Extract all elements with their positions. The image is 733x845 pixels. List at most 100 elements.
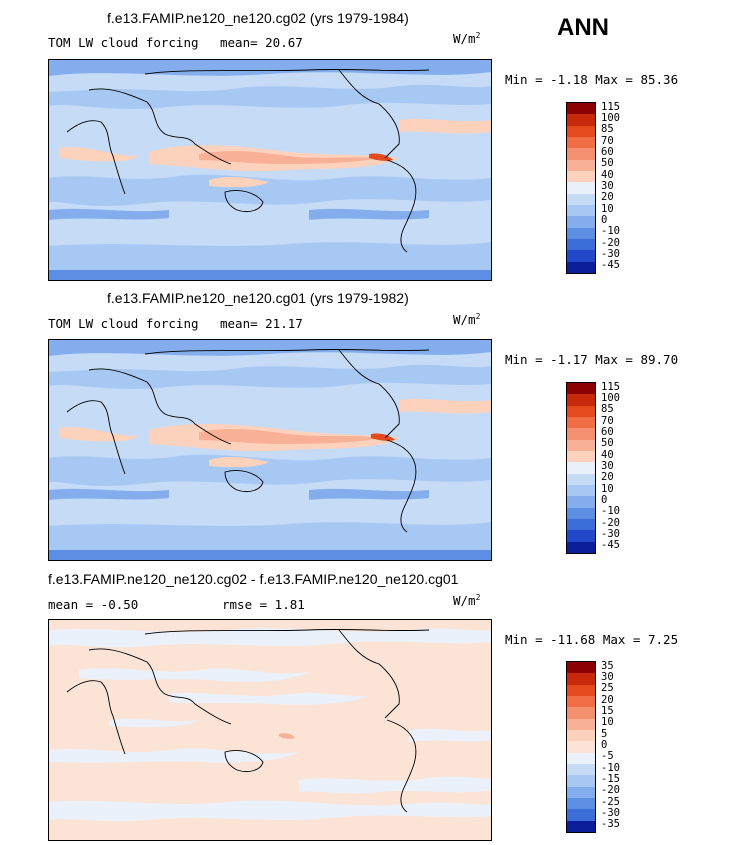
colorbar-swatch <box>567 394 595 406</box>
colorbar-swatch <box>567 170 595 183</box>
colorbar-label: 85 <box>601 123 614 136</box>
colorbar-label: -35 <box>601 818 620 831</box>
colorbar-label: -5 <box>601 750 614 763</box>
colorbar-swatch <box>567 684 595 696</box>
colorbar-swatch <box>567 148 595 160</box>
panel-1-title: f.e13.FAMIP.ne120_ne120.cg02 (yrs 1979-1… <box>107 10 409 26</box>
panel-1-minmax: Min = -1.18 Max = 85.36 <box>505 72 679 87</box>
colorbar-label: 85 <box>601 403 614 416</box>
colorbar-swatch <box>567 439 595 451</box>
colorbar-swatch <box>567 462 595 474</box>
panel-2-colorbar <box>566 382 596 554</box>
panel-3-map-svg <box>49 620 491 840</box>
colorbar-label: 20 <box>601 693 614 706</box>
colorbar-label: 40 <box>601 448 614 461</box>
colorbar-swatch <box>567 182 595 194</box>
colorbar-swatch <box>567 695 595 708</box>
colorbar-label: -20 <box>601 236 620 249</box>
colorbar-swatch <box>567 193 595 205</box>
colorbar-label: -30 <box>601 248 620 260</box>
colorbar-swatch <box>567 530 595 542</box>
colorbar-label: 40 <box>601 168 614 181</box>
colorbar-swatch <box>567 125 595 137</box>
colorbar-label: 30 <box>601 460 614 472</box>
colorbar-swatch <box>567 238 595 251</box>
colorbar-label: 30 <box>601 180 614 192</box>
colorbar-label: -30 <box>601 807 620 819</box>
colorbar-swatch <box>567 809 595 821</box>
colorbar-label: 100 <box>601 392 620 404</box>
colorbar-swatch <box>567 763 595 776</box>
colorbar-swatch <box>567 741 595 753</box>
colorbar-label: -15 <box>601 773 620 785</box>
panel-2-subtitle: TOM LW cloud forcing <box>48 316 199 331</box>
panel-1-units: W/m2 <box>453 31 481 47</box>
colorbar-swatch <box>567 405 595 417</box>
colorbar-swatch <box>567 473 595 485</box>
colorbar-label: -25 <box>601 795 620 808</box>
colorbar-label: -10 <box>601 505 620 518</box>
colorbar-label: 0 <box>601 214 608 226</box>
colorbar-label: 60 <box>601 146 614 158</box>
panel-3-mean: mean = -0.50 <box>48 597 139 612</box>
panel-1-colorbar <box>566 102 596 274</box>
colorbar-label: 115 <box>601 100 620 113</box>
colorbar-swatch <box>567 820 595 832</box>
colorbar-swatch <box>567 450 595 463</box>
season-label: ANN <box>557 14 609 41</box>
colorbar-swatch <box>567 786 595 798</box>
colorbar-swatch <box>567 518 595 531</box>
colorbar-label: 50 <box>601 157 614 170</box>
colorbar-swatch <box>567 136 595 149</box>
panel-2-units: W/m2 <box>453 312 481 328</box>
panel-3-minmax: Min = -11.68 Max = 7.25 <box>505 632 679 647</box>
colorbar-swatch <box>567 662 595 674</box>
panel-2-map <box>48 339 492 561</box>
panel-1-map <box>48 59 492 281</box>
colorbar-swatch <box>567 216 595 228</box>
colorbar-label: -10 <box>601 225 620 238</box>
panel-2-title: f.e13.FAMIP.ne120_ne120.cg01 (yrs 1979-1… <box>107 290 409 306</box>
colorbar-swatch <box>567 114 595 126</box>
colorbar-swatch <box>567 416 595 429</box>
colorbar-swatch <box>567 797 595 810</box>
colorbar-swatch <box>567 204 595 217</box>
colorbar-label: 10 <box>601 482 614 495</box>
panel-3-title: f.e13.FAMIP.ne120_ne120.cg02 - f.e13.FAM… <box>48 571 459 587</box>
panel-1-mean: mean= 20.67 <box>220 35 303 50</box>
colorbar-label: -10 <box>601 761 620 774</box>
panel-2-mean: mean= 21.17 <box>220 316 303 331</box>
colorbar-label: 70 <box>601 414 614 427</box>
panel-3-units: W/m2 <box>453 593 481 609</box>
colorbar-label: 0 <box>601 494 608 506</box>
panel-3-map <box>48 619 492 841</box>
panel-2-minmax: Min = -1.17 Max = 89.70 <box>505 352 679 367</box>
colorbar-label: 0 <box>601 739 608 751</box>
colorbar-label: 115 <box>601 380 620 393</box>
panel-1-map-svg <box>49 60 491 280</box>
colorbar-swatch <box>567 428 595 440</box>
colorbar-swatch <box>567 718 595 730</box>
colorbar-swatch <box>567 103 595 115</box>
colorbar-swatch <box>567 673 595 685</box>
colorbar-label: 10 <box>601 716 614 729</box>
colorbar-label: 15 <box>601 705 614 717</box>
panel-2-map-svg <box>49 340 491 560</box>
colorbar-swatch <box>567 707 595 719</box>
colorbar-label: 35 <box>601 659 614 672</box>
colorbar-swatch <box>567 729 595 742</box>
colorbar-label: -45 <box>601 539 620 552</box>
colorbar-label: 25 <box>601 682 614 695</box>
colorbar-label: -45 <box>601 259 620 272</box>
colorbar-label: 5 <box>601 727 608 740</box>
colorbar-swatch <box>567 484 595 497</box>
colorbar-label: -20 <box>601 516 620 529</box>
panel-1-subtitle: TOM LW cloud forcing <box>48 35 199 50</box>
colorbar-swatch <box>567 775 595 787</box>
colorbar-swatch <box>567 496 595 508</box>
colorbar-label: -20 <box>601 784 620 797</box>
colorbar-swatch <box>567 507 595 519</box>
colorbar-swatch <box>567 159 595 171</box>
colorbar-label: 20 <box>601 471 614 484</box>
colorbar-swatch <box>567 383 595 395</box>
